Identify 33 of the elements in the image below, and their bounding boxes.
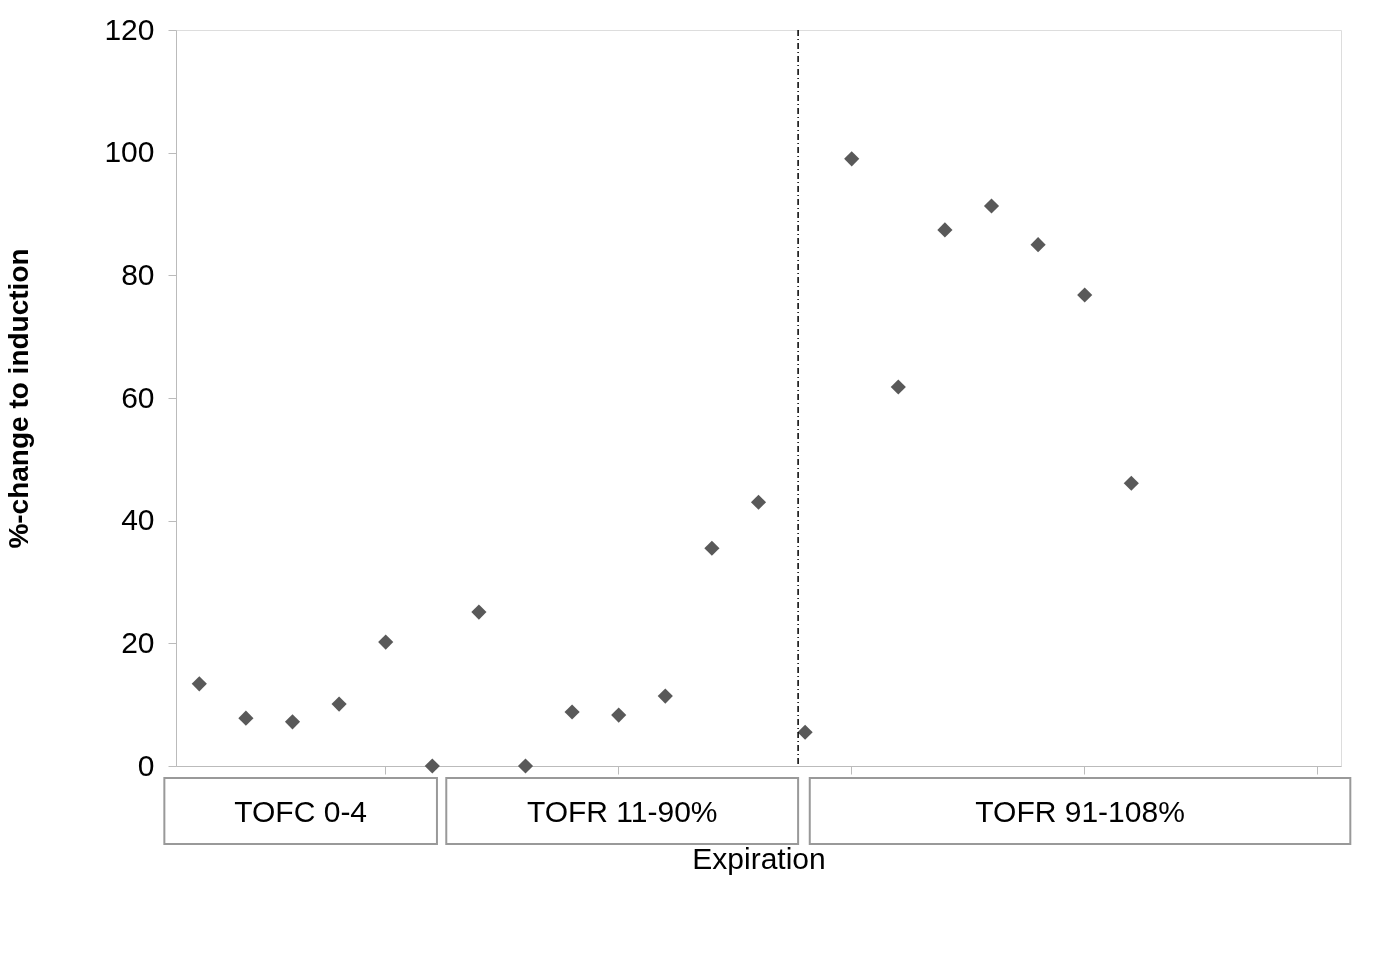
- point: [1077, 287, 1093, 303]
- y-tick-label: 80: [121, 257, 155, 291]
- point: [983, 198, 1000, 214]
- point: [611, 707, 627, 723]
- text: TOFR 11-90%: [526, 795, 718, 828]
- point: [517, 758, 534, 774]
- point: [238, 710, 254, 726]
- point: [191, 676, 207, 692]
- y-tick-label: 20: [121, 625, 155, 659]
- y-tick-label: 60: [121, 380, 155, 414]
- x-axis-title: Expiration: [692, 842, 826, 875]
- point: [750, 494, 767, 510]
- point: [331, 696, 347, 712]
- y-axis-title: %-change to induction: [3, 248, 35, 549]
- y-tick-label: 100: [104, 135, 155, 169]
- y-tick-label: 0: [137, 748, 155, 782]
- text: TOFC 0-4: [234, 795, 368, 828]
- point: [284, 714, 301, 730]
- point: [657, 688, 673, 704]
- point: [937, 222, 953, 238]
- text: TOFR 91-108%: [975, 795, 1185, 828]
- point: [1030, 237, 1046, 253]
- point: [471, 604, 487, 620]
- point: [797, 724, 813, 740]
- point: [378, 634, 394, 650]
- point: [1123, 475, 1139, 491]
- point: [844, 151, 860, 167]
- point: [704, 540, 720, 556]
- point: [424, 758, 440, 774]
- point: [890, 379, 906, 395]
- y-tick-label: 40: [121, 503, 155, 537]
- point: [564, 704, 580, 720]
- y-tick-label: 120: [104, 12, 155, 46]
